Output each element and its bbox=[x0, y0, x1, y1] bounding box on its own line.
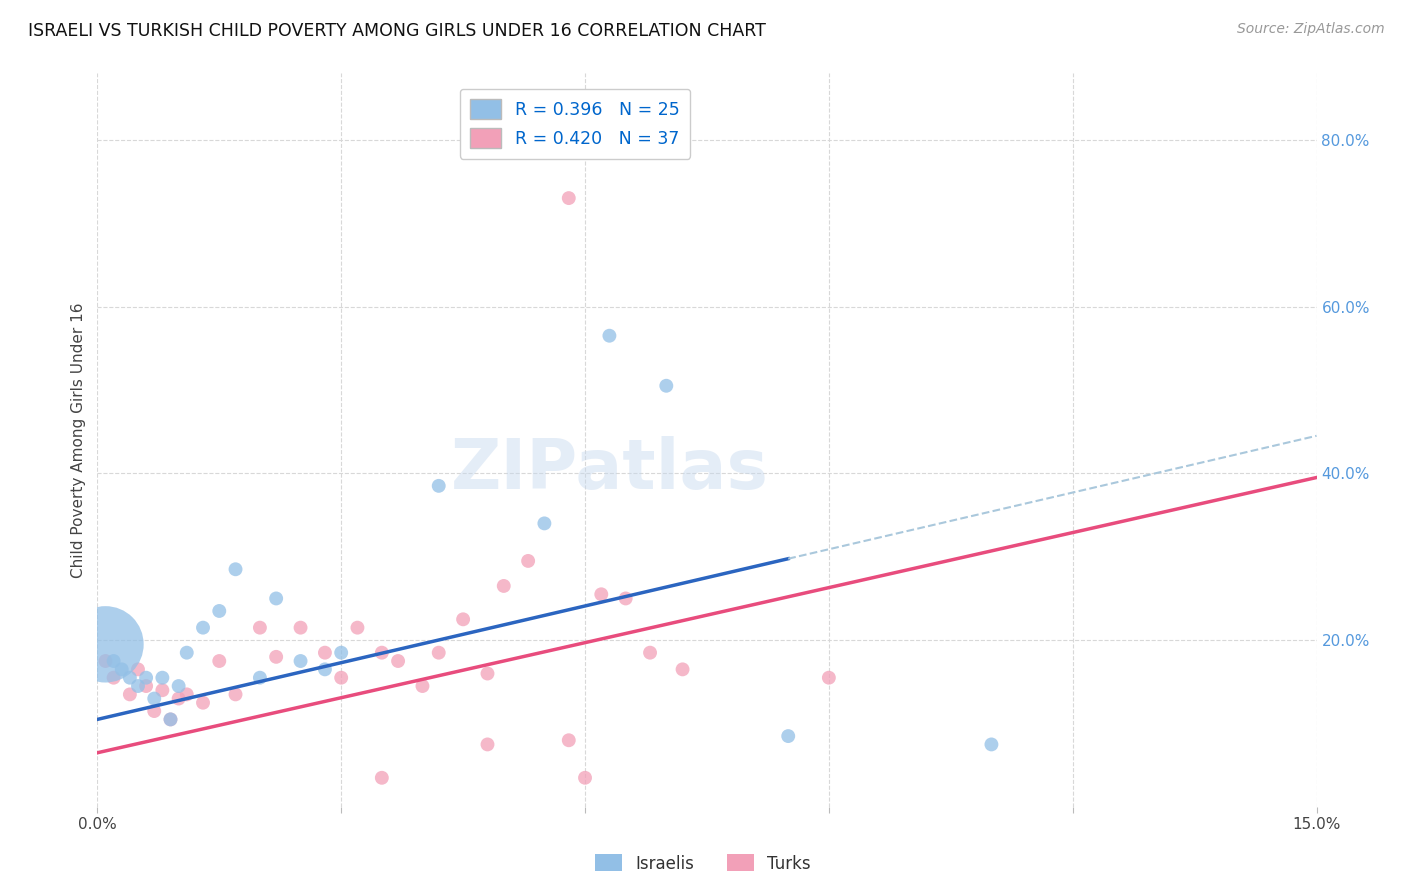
Text: ISRAELI VS TURKISH CHILD POVERTY AMONG GIRLS UNDER 16 CORRELATION CHART: ISRAELI VS TURKISH CHILD POVERTY AMONG G… bbox=[28, 22, 766, 40]
Point bbox=[127, 662, 149, 676]
Point bbox=[191, 621, 214, 635]
Point bbox=[103, 654, 125, 668]
Point bbox=[638, 646, 661, 660]
Point bbox=[427, 646, 450, 660]
Point bbox=[574, 771, 596, 785]
Point bbox=[477, 738, 499, 752]
Point bbox=[150, 683, 173, 698]
Point bbox=[191, 696, 214, 710]
Point bbox=[290, 654, 312, 668]
Point bbox=[176, 687, 198, 701]
Point bbox=[135, 671, 157, 685]
Text: ZIPatlas: ZIPatlas bbox=[450, 436, 768, 503]
Point bbox=[143, 691, 166, 706]
Point bbox=[387, 654, 409, 668]
Point bbox=[346, 621, 368, 635]
Point bbox=[264, 591, 287, 606]
Point bbox=[411, 679, 433, 693]
Point bbox=[655, 378, 678, 392]
Point bbox=[249, 621, 271, 635]
Point bbox=[127, 679, 149, 693]
Point bbox=[598, 328, 620, 343]
Legend: Israelis, Turks: Israelis, Turks bbox=[589, 847, 817, 880]
Point bbox=[533, 516, 555, 531]
Point bbox=[314, 662, 336, 676]
Point bbox=[671, 662, 693, 676]
Point bbox=[159, 713, 181, 727]
Point bbox=[818, 671, 841, 685]
Point bbox=[225, 562, 247, 576]
Text: Source: ZipAtlas.com: Source: ZipAtlas.com bbox=[1237, 22, 1385, 37]
Point bbox=[330, 646, 353, 660]
Point bbox=[558, 733, 581, 747]
Point bbox=[103, 671, 125, 685]
Point bbox=[451, 612, 474, 626]
Point bbox=[159, 713, 181, 727]
Point bbox=[135, 679, 157, 693]
Point bbox=[290, 621, 312, 635]
Point bbox=[167, 679, 190, 693]
Point bbox=[980, 738, 1002, 752]
Point bbox=[614, 591, 637, 606]
Point bbox=[517, 554, 540, 568]
Point bbox=[167, 691, 190, 706]
Point bbox=[208, 604, 231, 618]
Point bbox=[371, 771, 394, 785]
Y-axis label: Child Poverty Among Girls Under 16: Child Poverty Among Girls Under 16 bbox=[72, 302, 86, 578]
Point bbox=[143, 704, 166, 718]
Point bbox=[176, 646, 198, 660]
Point bbox=[118, 687, 141, 701]
Point bbox=[94, 637, 117, 651]
Legend: R = 0.396   N = 25, R = 0.420   N = 37: R = 0.396 N = 25, R = 0.420 N = 37 bbox=[460, 89, 690, 159]
Point bbox=[492, 579, 515, 593]
Point bbox=[225, 687, 247, 701]
Point bbox=[371, 646, 394, 660]
Point bbox=[94, 654, 117, 668]
Point bbox=[778, 729, 800, 743]
Point bbox=[427, 479, 450, 493]
Point bbox=[208, 654, 231, 668]
Point bbox=[558, 191, 581, 205]
Point bbox=[477, 666, 499, 681]
Point bbox=[150, 671, 173, 685]
Point bbox=[330, 671, 353, 685]
Point bbox=[118, 671, 141, 685]
Point bbox=[249, 671, 271, 685]
Point bbox=[591, 587, 613, 601]
Point bbox=[314, 646, 336, 660]
Point bbox=[111, 662, 134, 676]
Point bbox=[264, 649, 287, 664]
